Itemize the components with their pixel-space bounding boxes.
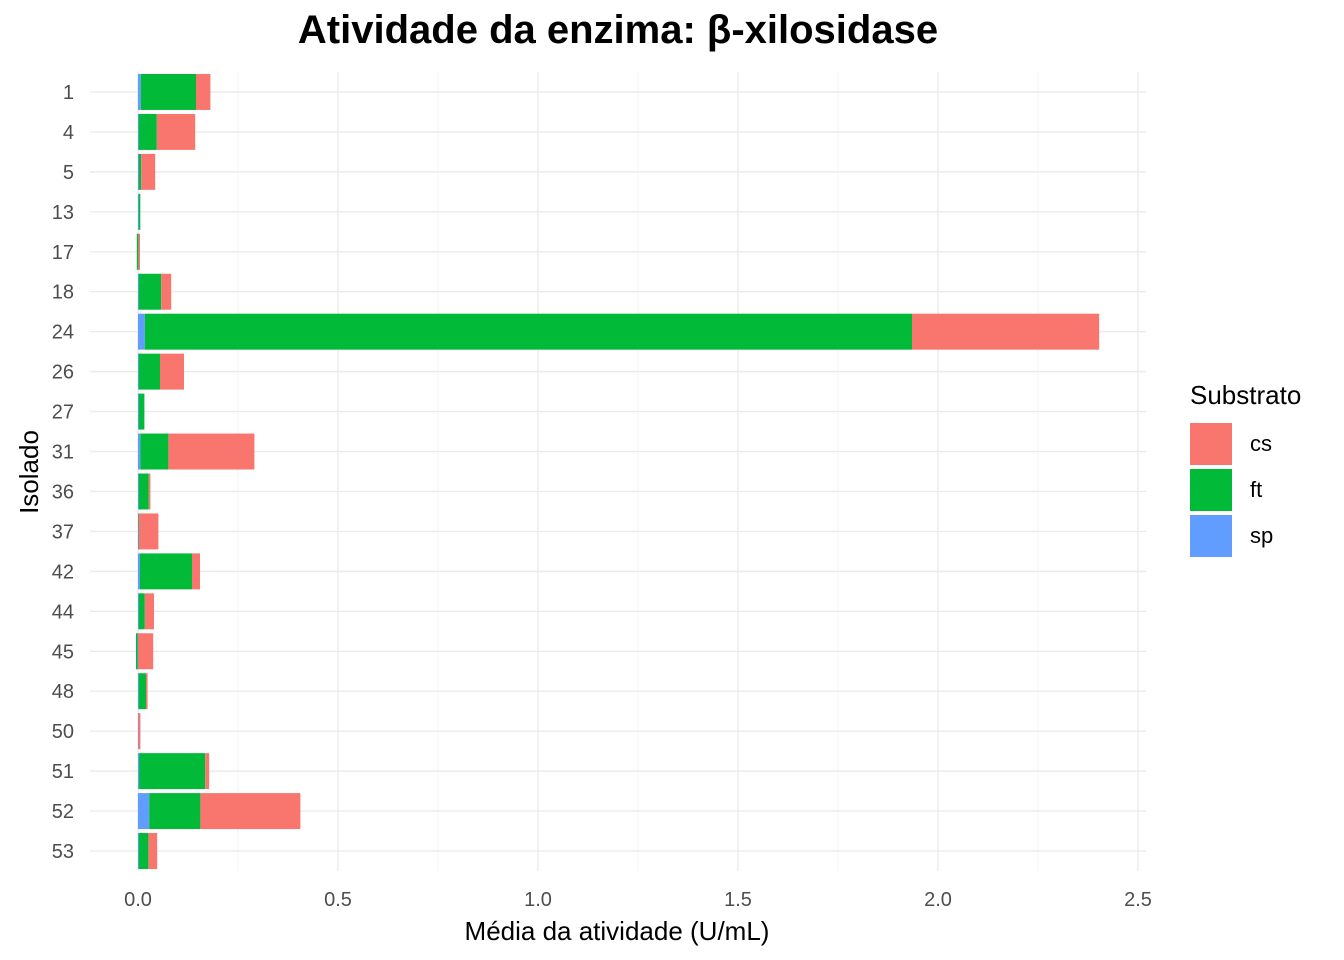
bar-4-ft [138, 113, 157, 150]
y-tick-label: 37 [52, 521, 74, 543]
bar-53-sp [138, 833, 140, 870]
bar-5-cs [141, 153, 156, 190]
bar-31-sp [138, 433, 141, 470]
y-tick-label: 17 [52, 242, 74, 264]
bar-4-cs [156, 113, 196, 150]
y-tick-label: 44 [52, 601, 74, 623]
bar-48-ft [138, 673, 146, 710]
bar-24-sp [138, 313, 145, 350]
bar-44-cs [144, 593, 154, 630]
bar-24-cs [912, 313, 1100, 350]
bar-52-cs [200, 793, 301, 830]
bar-53-ft [138, 833, 149, 870]
bar-5-sp [138, 153, 140, 190]
bar-5-ft [138, 153, 142, 190]
legend-item-cs: cs [1190, 421, 1301, 467]
bar-13-sp [138, 193, 140, 230]
x-tick-labels: 0.0 0.5 1.0 1.5 2.0 2.5 [124, 889, 1152, 911]
bar-18-sp [138, 273, 140, 310]
bar-44-sp [138, 593, 140, 630]
y-tick-label: 52 [52, 801, 74, 823]
y-tick-label: 1 [63, 82, 74, 104]
bar-27-ft [138, 393, 145, 430]
bar-26-ft [138, 353, 160, 390]
y-tick-label: 42 [52, 561, 74, 583]
bar-51-sp [138, 753, 140, 790]
bar-53-cs [148, 833, 158, 870]
y-tick-label: 50 [52, 721, 74, 743]
bar-17-cs [138, 233, 140, 270]
bar-42-cs [192, 553, 200, 590]
x-tick-label: 1.5 [724, 889, 752, 911]
y-tick-label: 36 [52, 481, 74, 503]
bar-52-ft [149, 793, 201, 830]
bar-36-cs [148, 473, 151, 510]
legend-key-sp [1190, 515, 1232, 557]
x-axis-title: Média da atividade (U/mL) [465, 916, 770, 946]
bar-13-ft [138, 193, 141, 230]
bar-31-ft [140, 433, 169, 470]
bar-1-sp [138, 73, 141, 110]
legend-items: cs ft sp [1190, 421, 1301, 559]
chart-title: Atividade da enzima: β-xilosidase [297, 8, 939, 52]
bar-52-sp [138, 793, 150, 830]
legend: Substrato cs ft sp [1190, 380, 1301, 559]
bar-51-cs [205, 753, 210, 790]
y-tick-label: 18 [52, 282, 74, 304]
bar-42-sp [138, 553, 140, 590]
y-tick-label: 26 [52, 362, 74, 384]
legend-key-cs [1190, 423, 1232, 465]
legend-key-ft [1190, 469, 1232, 511]
bar-37-cs [138, 513, 159, 550]
y-tick-label: 53 [52, 841, 74, 863]
grid-lines [90, 72, 1146, 871]
bar-26-sp [138, 353, 140, 390]
x-tick-label: 2.5 [1124, 889, 1152, 911]
bars [136, 73, 1100, 870]
y-tick-label: 27 [52, 402, 74, 424]
y-axis-title: Isolado [14, 430, 44, 514]
bar-31-cs [168, 433, 255, 470]
bar-4-sp [138, 113, 140, 150]
x-tick-label: 0.0 [124, 889, 152, 911]
bar-50-cs [138, 713, 141, 750]
legend-title: Substrato [1190, 380, 1302, 410]
bar-48-sp [138, 673, 140, 710]
legend-item-sp: sp [1190, 513, 1301, 559]
bar-36-sp [138, 473, 140, 510]
y-tick-label: 31 [52, 442, 74, 464]
y-tick-label: 45 [52, 641, 74, 663]
y-tick-label: 5 [63, 162, 74, 184]
bar-45-cs [138, 633, 154, 670]
bar-45-sp [136, 633, 139, 670]
y-tick-label: 4 [63, 122, 74, 144]
legend-label-ft: ft [1250, 477, 1263, 502]
bar-18-cs [161, 273, 172, 310]
y-tick-label: 24 [52, 322, 74, 344]
x-tick-label: 1.0 [524, 889, 552, 911]
bar-26-cs [160, 353, 184, 390]
legend-item-ft: ft [1190, 467, 1301, 513]
bar-48-cs [146, 673, 148, 710]
legend-label-sp: sp [1250, 523, 1274, 548]
y-tick-label: 51 [52, 761, 74, 783]
x-tick-label: 2.0 [924, 889, 952, 911]
bar-42-ft [140, 553, 192, 590]
legend-label-cs: cs [1250, 431, 1272, 456]
y-tick-label: 13 [52, 202, 74, 224]
x-tick-label: 0.5 [324, 889, 352, 911]
bar-45-ft [136, 633, 138, 670]
bar-36-ft [138, 473, 149, 510]
bar-17-ft [136, 233, 139, 270]
bar-27-sp [138, 393, 140, 430]
y-tick-label: 48 [52, 681, 74, 703]
bar-1-cs [196, 73, 211, 110]
bar-51-ft [139, 753, 206, 790]
bar-24-ft [144, 313, 913, 350]
bar-44-ft [138, 593, 145, 630]
bar-1-ft [140, 73, 196, 110]
bar-18-ft [138, 273, 162, 310]
